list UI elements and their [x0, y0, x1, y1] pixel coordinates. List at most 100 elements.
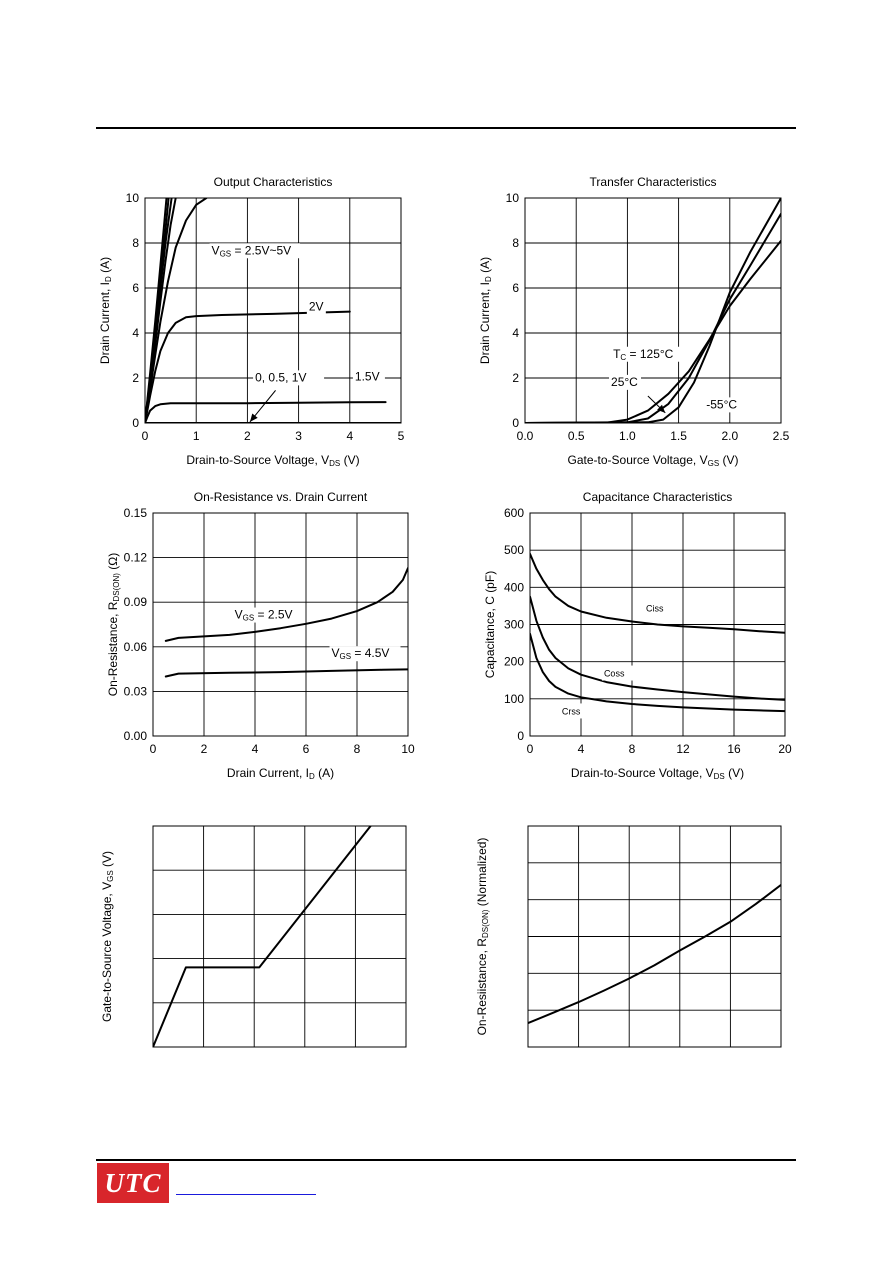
- series-line-onres-temp-0: [528, 883, 781, 1025]
- y-tick-label: 300: [504, 618, 524, 632]
- annotation-background: [609, 374, 642, 390]
- series-line-onres-0: [164, 567, 408, 642]
- plot-frame: [529, 512, 786, 737]
- y-tick-label: 2: [512, 371, 519, 385]
- plot-frame: [144, 197, 402, 424]
- y-tick-label: 500: [504, 543, 524, 557]
- x-tick-label: 4: [578, 742, 585, 756]
- x-tick-label: 1.5: [670, 429, 687, 443]
- annotation-background: [644, 600, 677, 616]
- chart-title: On-Resistance vs. Drain Current: [194, 490, 368, 504]
- y-tick-label: 0.00: [124, 729, 148, 743]
- x-tick-label: 1.0: [619, 429, 636, 443]
- series-line-transfer-1: [525, 212, 781, 423]
- series-line-output-4: [145, 198, 208, 423]
- footer-link-underline[interactable]: [176, 1194, 316, 1195]
- annotation-background: [352, 369, 385, 385]
- x-axis-label: Gate-to-Source Voltage, VGS (V): [568, 453, 739, 468]
- series-annotation: 0, 0.5, 1V: [255, 370, 306, 384]
- annotation-background: [601, 665, 634, 681]
- x-tick-label: 8: [629, 742, 636, 756]
- x-axis-label: Drain Current, ID (A): [227, 766, 334, 781]
- x-tick-label: 12: [676, 742, 690, 756]
- x-tick-label: 20: [778, 742, 792, 756]
- chart-onres: 0 2 4 6 8 10 0.00 0.03 0.06 0.09 0.12 0.15 On-Resist…: [106, 490, 415, 781]
- chart-title: Capacitance Characteristics: [583, 490, 732, 504]
- x-axis-label: Drain-to-Source Voltage, VDS (V): [186, 453, 359, 468]
- chart-title: Output Characteristics: [214, 175, 333, 189]
- y-axis-label: On-Resistance, RDS(ON) (Ω): [106, 553, 121, 696]
- x-tick-label: 4: [252, 742, 259, 756]
- header-rule: [96, 127, 796, 129]
- x-tick-label: 0: [142, 429, 149, 443]
- series-line-capacitance-1: [530, 595, 785, 701]
- utc-logo-text: UTC: [104, 1168, 162, 1198]
- chart-output: 0 1 2 3 4 5 0 2 4 6 8 10 Output Characteristics Drain…: [98, 175, 405, 468]
- y-tick-label: 0.09: [124, 595, 148, 609]
- x-tick-label: 6: [303, 742, 310, 756]
- chart-capacitance: 0 4 8 12 16 200100200300400500600Capacitance …: [483, 490, 792, 781]
- series-annotation: Ciss: [646, 603, 664, 613]
- x-tick-label: 2.0: [721, 429, 738, 443]
- annotation-background: [329, 646, 401, 662]
- series-annotation: TC = 125°C: [613, 347, 674, 362]
- x-tick-label: 0: [150, 742, 157, 756]
- series-line-gatecharge-0: [153, 826, 372, 1047]
- y-tick-label: 0: [512, 416, 519, 430]
- y-tick-label: 0.03: [124, 684, 148, 698]
- x-tick-label: 5: [398, 429, 405, 443]
- y-axis-label: Drain Current, ID (A): [478, 257, 493, 364]
- y-tick-label: 6: [512, 281, 519, 295]
- x-tick-label: 0.0: [517, 429, 534, 443]
- x-tick-label: 3: [295, 429, 302, 443]
- chart-transfer: 0.0 0.5 1.0 1.5 2.0 2.5 0 2 4 6 8 10 Transfer Charac…: [478, 175, 790, 468]
- series-annotation: 2V: [309, 300, 324, 314]
- series-annotation: 1.5V: [355, 369, 380, 383]
- y-tick-label: 0.15: [124, 506, 148, 520]
- y-axis-label: Capacitance, C (pF): [483, 571, 497, 678]
- annotation-background: [253, 370, 325, 386]
- y-tick-label: 8: [512, 236, 519, 250]
- series-line-onres-1: [164, 668, 408, 678]
- y-tick-label: 200: [504, 655, 524, 669]
- y-tick-label: 10: [126, 191, 140, 205]
- y-tick-label: 0: [517, 729, 524, 743]
- x-tick-label: 1: [193, 429, 200, 443]
- annotation-background: [306, 299, 326, 315]
- y-tick-label: 4: [512, 326, 519, 340]
- y-tick-label: 4: [132, 326, 139, 340]
- x-tick-label: 16: [727, 742, 741, 756]
- x-tick-label: 2: [201, 742, 208, 756]
- y-tick-label: 8: [132, 236, 139, 250]
- series-annotation: Crss: [562, 706, 581, 716]
- series-annotation: Coss: [604, 669, 625, 679]
- annotation-background: [611, 346, 683, 362]
- y-tick-label: 0: [132, 416, 139, 430]
- y-tick-label: 100: [504, 692, 524, 706]
- x-tick-label: 10: [401, 742, 415, 756]
- x-tick-label: 0.5: [568, 429, 585, 443]
- x-tick-label: 4: [346, 429, 353, 443]
- utc-logo: [97, 1163, 169, 1203]
- chart-title: Transfer Characteristics: [590, 175, 717, 189]
- annotation-arrowhead: [249, 413, 258, 422]
- x-tick-label: 8: [354, 742, 361, 756]
- plot-frame: [527, 825, 782, 1048]
- annotation-background: [704, 397, 743, 413]
- annotation-arrowhead: [657, 404, 666, 413]
- series-line-capacitance-0: [530, 552, 785, 634]
- series-line-output-6: [145, 401, 387, 423]
- series-line-transfer-0: [525, 239, 781, 423]
- y-tick-label: 2: [132, 371, 139, 385]
- annotation-background: [232, 607, 304, 623]
- chart-gatecharge: Gate-to-Source Voltage, VGS (V): [100, 825, 407, 1048]
- footer-rule: [96, 1159, 796, 1161]
- plot-frame: [524, 197, 782, 424]
- annotation-background: [559, 703, 592, 719]
- plot-frame: [152, 512, 409, 737]
- series-annotation: 25°C: [611, 375, 638, 389]
- y-tick-label: 6: [132, 281, 139, 295]
- series-annotation: VGS = 4.5V: [332, 646, 390, 661]
- annotation-background: [209, 243, 301, 259]
